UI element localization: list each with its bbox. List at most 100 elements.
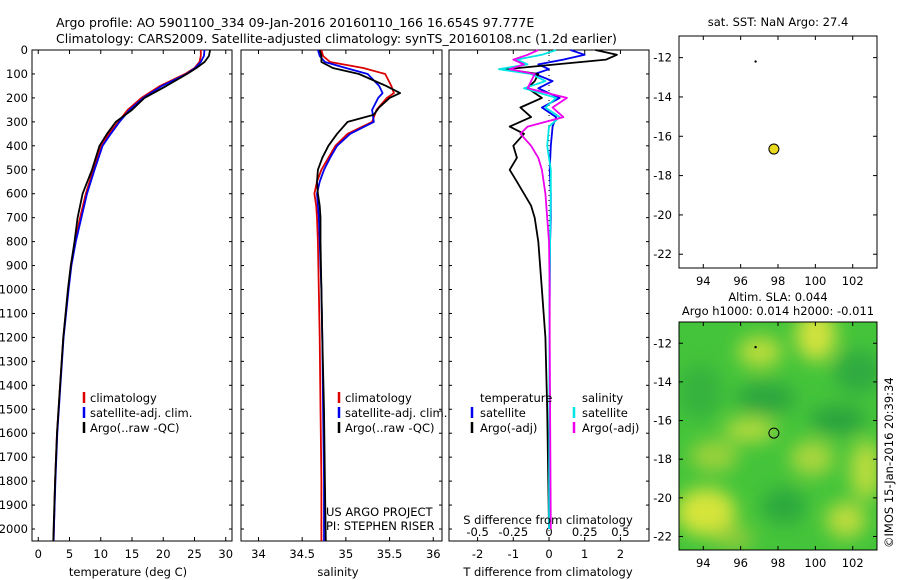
series-line [52,49,211,542]
top-tick-label: -0.25 [498,525,528,539]
salinity-xlabel: salinity [317,565,358,579]
header-line-2: Climatology: CARS2009. Satellite-adjuste… [56,31,617,46]
legend-label-satellite: satellite-adj. clim. [345,406,447,420]
depth-tick-label: 800 [6,235,28,249]
temperature-x-axis: 0 5 10 15 20 25 30 [35,50,233,561]
depth-tick-label: 1900 [0,498,28,512]
top-tick-label: 0.25 [572,525,598,539]
legend-label-t-satellite: satellite [480,406,526,420]
difference-top-axis: -0.5 -0.25 0 0.25 0.5 [466,525,629,539]
map-x-tick-label: 94 [696,556,711,570]
temperature-panel [31,49,233,542]
x-tick-label: -1 [508,547,519,561]
depth-tick-label: 1600 [0,426,28,440]
depth-tick-label: 200 [6,91,28,105]
copyright-label: ©IMOS 15-Jan-2016 20:39:34 [882,377,896,548]
map-y-tick-label: -16 [653,414,672,428]
argo-float-marker [768,143,780,155]
x-tick-label: 5 [66,547,73,561]
map-y-tick-label: -20 [653,208,672,222]
sst-map-title: sat. SST: NaN Argo: 27.4 [708,15,849,29]
depth-tick-label: 1200 [0,330,28,344]
x-tick-label: 0 [545,547,552,561]
difference-top-xlabel: S difference from climatology [463,513,633,527]
x-tick-label: 20 [156,547,171,561]
map-y-tick-label: -12 [653,51,672,65]
depth-tick-label: 700 [6,211,28,225]
depth-tick-label: 0 [21,43,28,57]
map-x-tick-label: 98 [771,274,786,288]
map-y-tick-label: -16 [653,129,672,143]
sla-map-points [754,345,780,439]
depth-tick-label: 400 [6,139,28,153]
map-y-tick-label: -14 [653,375,672,389]
salinity-legend: climatology satellite-adj. clim. Argo(..… [337,391,447,435]
depth-tick-label: 2000 [0,522,28,536]
depth-tick-label: 1500 [0,402,28,416]
x-tick-label: 34 [251,547,266,561]
difference-legend: temperature salinity satellite Argo(-adj… [470,391,639,435]
depth-tick-label: 1700 [0,450,28,464]
x-tick-label: 10 [93,547,108,561]
depth-tick-label: 1400 [0,378,28,392]
map-y-tick-label: -22 [653,247,672,261]
map-y-tick-label: -18 [653,169,672,183]
x-tick-label: 2 [617,547,624,561]
depth-tick-label: 1100 [0,306,28,320]
series-line [508,49,568,530]
sst-map-points [754,60,780,155]
top-tick-label: 0 [545,525,552,539]
series-line [52,49,206,542]
sla-map-title-2: Argo h1000: 0.014 h2000: -0.011 [682,304,874,318]
depth-tick-label: 1300 [0,354,28,368]
legend-label-s-argo: Argo(-adj) [582,421,639,435]
depth-tick-label: 500 [6,163,28,177]
x-tick-label: 36 [426,547,441,561]
x-tick-label: -2 [472,547,483,561]
top-tick-label: 0.5 [611,525,629,539]
depth-tick-label: 900 [6,259,28,273]
depth-tick-label: 600 [6,187,28,201]
x-tick-label: 35.5 [377,547,403,561]
legend-header-salinity: salinity [582,391,623,405]
header-line-1: Argo profile: AO 5901100_334 09-Jan-2016… [56,15,534,30]
x-tick-label: 30 [218,547,233,561]
legend-label-satellite: satellite-adj. clim. [90,406,192,420]
sla-map-title-1: Altim. SLA: 0.044 [728,290,827,304]
series-line [316,49,402,542]
map-x-tick-label: 100 [804,274,826,288]
series-line [52,50,202,542]
map-y-tick-label: -12 [653,336,672,350]
x-tick-label: 0 [35,547,42,561]
legend-label-climatology: climatology [90,391,157,405]
map-y-tick-label: -22 [653,529,672,543]
map-y-tick-label: -14 [653,90,672,104]
legend-label-argo: Argo(..raw -QC) [345,421,435,435]
x-tick-label: 25 [187,547,202,561]
sst-map-axes: 94 96 98 100 102 -12 -14 -16 -18 -20 -22 [653,36,877,288]
series-line [313,49,395,541]
legend-label-climatology: climatology [345,391,412,405]
map-x-tick-label: 100 [804,556,826,570]
sla-heatmap [679,322,877,550]
salinity-series [313,49,402,542]
temperature-legend: climatology satellite-adj. clim. Argo(..… [82,391,192,435]
temperature-series [52,49,211,542]
difference-xlabel: T difference from climatology [462,565,633,579]
x-tick-label: 34.5 [289,547,315,561]
x-tick-label: 35 [339,547,354,561]
x-tick-label: 1 [581,547,588,561]
series-line [316,49,384,541]
sla-map-axes: 94 96 98 100 102 -12 -14 -16 -18 -20 -22 [653,322,877,570]
depth-tick-label: 100 [6,67,28,81]
depth-tick-label: 300 [6,115,28,129]
legend-label-t-argo: Argo(-adj) [480,421,537,435]
salinity-panel [240,49,443,542]
legend-label-argo: Argo(..raw -QC) [90,421,180,435]
depth-axis: 0 100 200 300 400 500 600 700 800 900 1000 1100 1200… [0,43,649,536]
previous-position-marker [754,345,757,349]
series-line [505,49,618,530]
argo-float-marker [768,427,780,439]
map-x-tick-label: 96 [733,274,748,288]
